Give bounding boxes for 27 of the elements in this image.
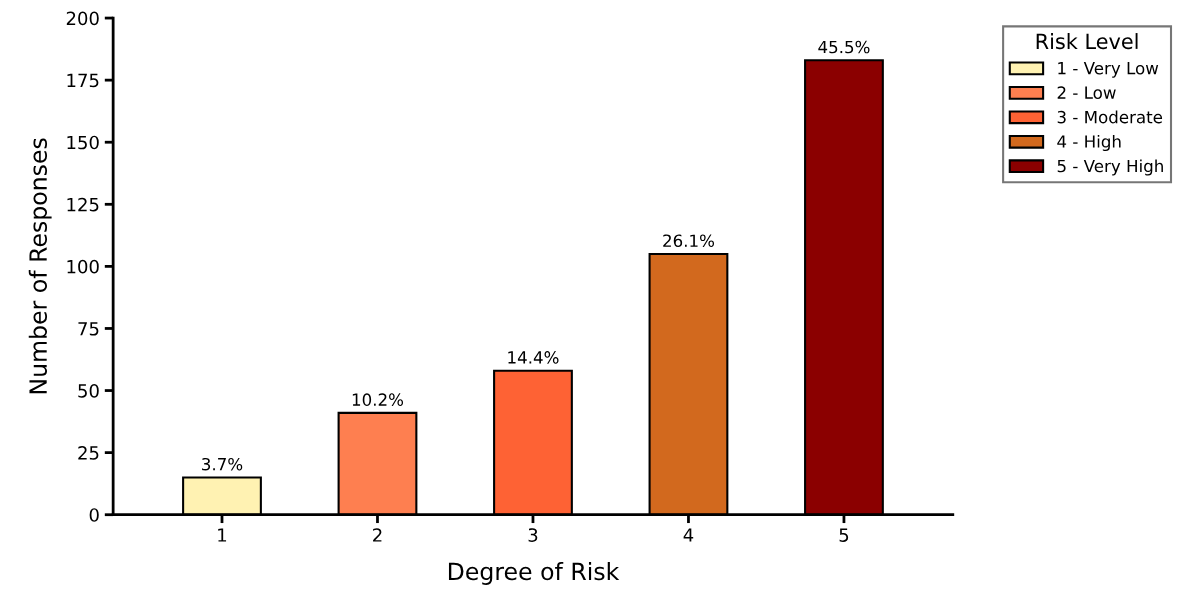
y-tick-label: 125 bbox=[67, 197, 99, 212]
annotation: 3.7% bbox=[202, 457, 243, 471]
x-axis-title: Degree of Risk bbox=[448, 562, 620, 585]
y-tick-label: 100 bbox=[67, 259, 99, 274]
legend-title: Risk Level bbox=[1036, 33, 1138, 50]
annotation: 10.2% bbox=[352, 393, 404, 406]
x-tick-label: 1 bbox=[218, 528, 227, 542]
x-tick-label: 3 bbox=[528, 528, 538, 542]
y-tick-label: 200 bbox=[66, 11, 99, 26]
legend-label: 5 - Very High bbox=[1057, 159, 1163, 176]
x-tick-label: 4 bbox=[683, 528, 694, 542]
x-tick-label: 5 bbox=[839, 528, 849, 542]
y-tick-label: 25 bbox=[78, 446, 99, 460]
legend-label: 3 - Moderate bbox=[1057, 110, 1163, 124]
y-tick-label: 175 bbox=[67, 73, 99, 88]
legend-label: 1 - Very Low bbox=[1058, 62, 1159, 78]
legend-label: 2 - Low bbox=[1057, 86, 1116, 99]
annotation: 14.4% bbox=[508, 351, 559, 364]
x-tick-label: 2 bbox=[373, 528, 382, 542]
annotation: 45.5% bbox=[818, 40, 870, 54]
y-tick-label: 0 bbox=[89, 508, 99, 522]
annotation: 26.1% bbox=[663, 234, 715, 248]
y-tick-label: 75 bbox=[78, 322, 99, 336]
legend-label: 4 - High bbox=[1057, 134, 1121, 152]
y-axis-title: Number of Responses bbox=[28, 138, 52, 394]
y-tick-label: 150 bbox=[67, 135, 99, 150]
y-tick-label: 50 bbox=[78, 384, 99, 398]
